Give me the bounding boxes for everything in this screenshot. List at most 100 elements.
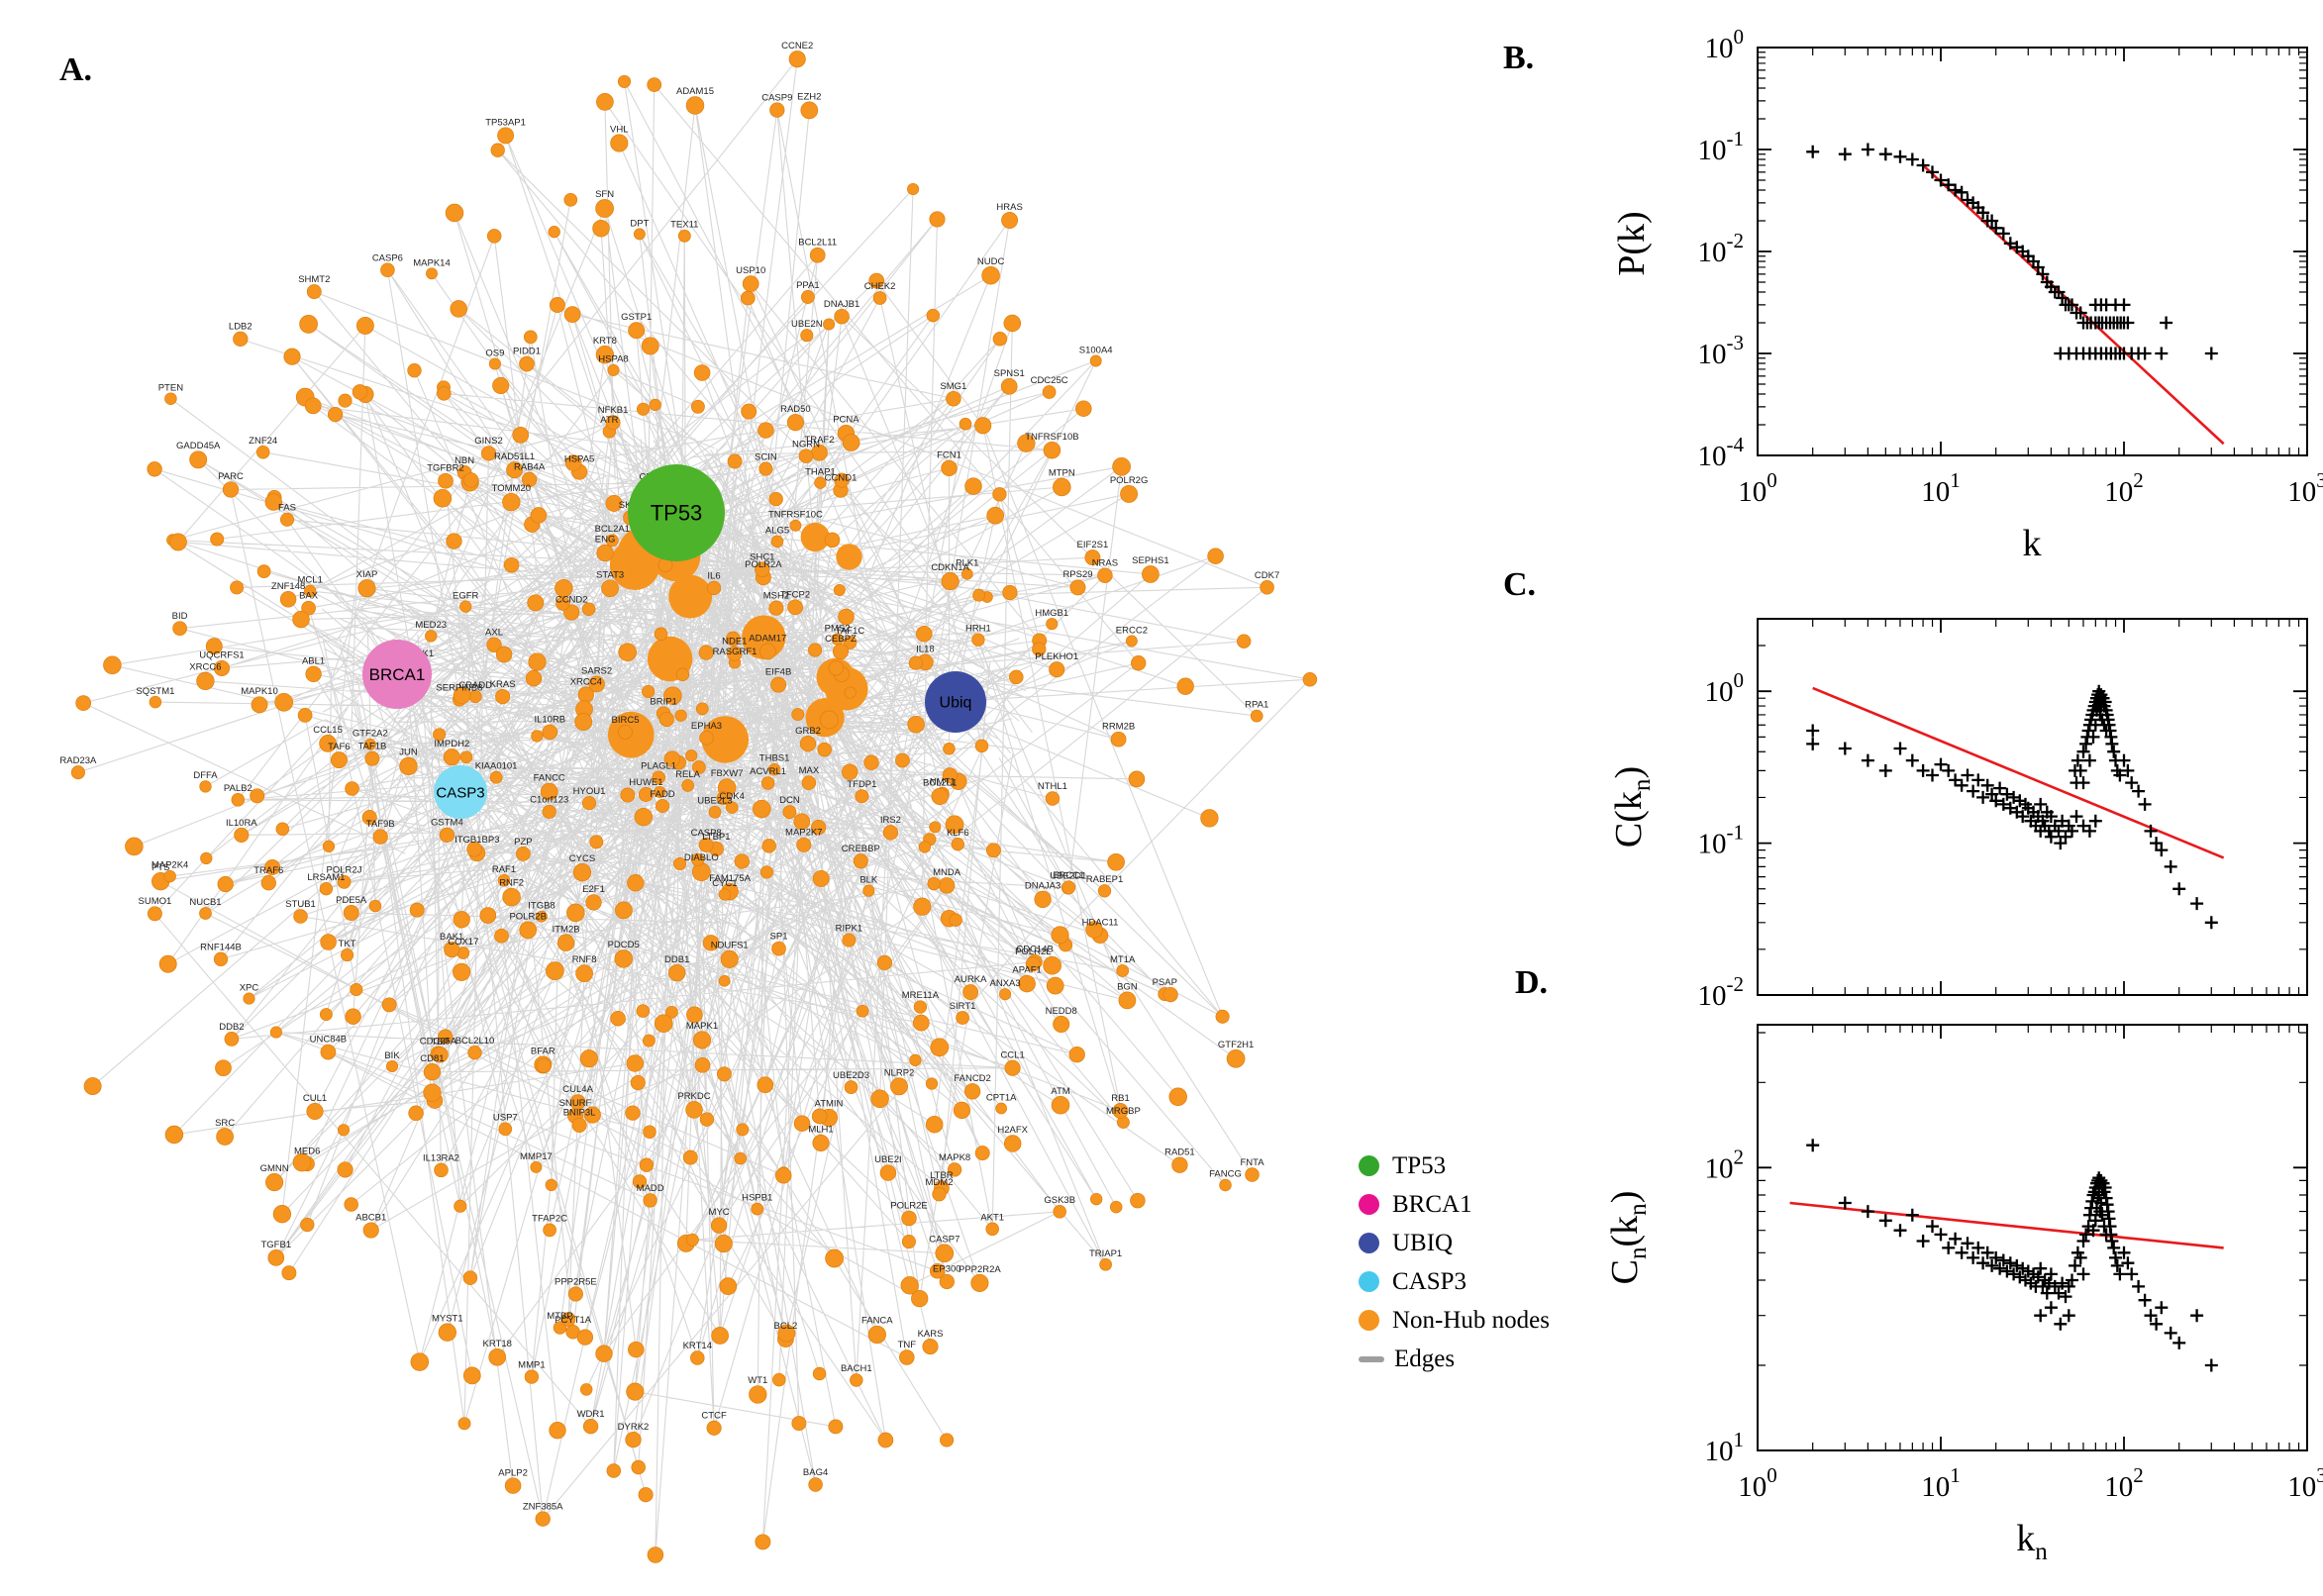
panel-a-label: A.: [59, 51, 93, 88]
network-node: [793, 1115, 811, 1132]
network-node: [986, 506, 1005, 525]
node-label: POLR2L: [1015, 947, 1051, 957]
node-label: SCIN: [755, 451, 777, 462]
network-node: [438, 1323, 456, 1342]
network-node: [1069, 579, 1086, 596]
tick-label: 10-3: [1698, 331, 1745, 370]
network-node: [488, 357, 501, 370]
network-node: [1025, 956, 1041, 972]
network-node: [341, 948, 354, 962]
network-node: [699, 731, 714, 746]
network-node: [222, 481, 240, 498]
nodes-layer: [70, 50, 1318, 1563]
network-node: [913, 1000, 928, 1014]
node-label: CDC25A: [420, 1036, 457, 1047]
node-label: MCL1: [298, 575, 323, 586]
network-node: [438, 1029, 454, 1045]
node-label: TAF1C: [836, 626, 865, 637]
network-node: [569, 1094, 586, 1110]
casp3-dot-icon: [1359, 1271, 1379, 1292]
node-label: TGFBR2: [427, 463, 463, 474]
network-node: [832, 643, 850, 660]
node-label: PSAP: [1153, 977, 1177, 988]
node-label: XRCC6: [189, 662, 221, 673]
network-node: [833, 584, 846, 596]
network-node: [164, 1125, 184, 1145]
network-node: [782, 805, 797, 820]
network-node: [486, 637, 502, 652]
network-node: [630, 1074, 646, 1091]
node-label: CREBBP: [842, 844, 880, 854]
network-node: [125, 837, 144, 856]
node-label: BAK1: [440, 932, 463, 943]
network-node: [641, 337, 659, 355]
network-node: [706, 1420, 722, 1436]
network-node: [771, 941, 786, 956]
node-label: HSPB1: [742, 1193, 772, 1204]
network-node: [654, 1014, 673, 1033]
network-node: [825, 1248, 844, 1268]
node-label: CDK7: [1255, 570, 1279, 581]
network-node: [281, 1265, 297, 1281]
network-node: [922, 1339, 939, 1355]
legend-item-casp3: CASP3: [1359, 1262, 1550, 1301]
network-node: [1017, 434, 1036, 452]
network-node: [216, 1128, 234, 1146]
network-node: [690, 1350, 705, 1365]
node-label: NGRN: [792, 439, 820, 449]
network-node: [1068, 1046, 1085, 1063]
network-node: [1110, 731, 1127, 748]
fit-line: [1812, 686, 2225, 859]
node-label: SMG1: [940, 381, 966, 392]
network-node: [971, 633, 985, 647]
legend-label: BRCA1: [1392, 1190, 1472, 1218]
node-label: MED6: [294, 1147, 320, 1157]
network-node: [625, 1431, 642, 1448]
network-node: [918, 841, 932, 853]
node-label: PPP2R5E: [555, 1276, 597, 1287]
network-node: [322, 840, 336, 852]
network-node: [834, 472, 850, 488]
network-node: [876, 954, 893, 971]
network-node: [457, 1417, 471, 1431]
node-label: ADAM17: [749, 634, 786, 645]
network-node: [408, 1105, 424, 1122]
node-label: GSTP1: [621, 312, 652, 323]
tick-label: 102: [1705, 1145, 1745, 1184]
network-node: [1109, 1200, 1123, 1214]
node-label: SPNS1: [994, 368, 1025, 379]
network-node: [1162, 986, 1178, 1003]
network-node: [698, 645, 714, 660]
node-label: PCYT1A: [555, 1315, 592, 1326]
network-node: [147, 461, 162, 477]
node-label: NRAS: [1092, 557, 1118, 568]
network-node: [870, 1089, 889, 1109]
node-label: CTCF: [701, 1411, 727, 1422]
network-node: [1097, 884, 1112, 898]
node-label: POLR2E: [890, 1201, 928, 1212]
node-label: PZP: [514, 837, 532, 848]
node-label: TNF: [898, 1340, 917, 1350]
network-node: [566, 903, 585, 923]
network-node: [682, 1149, 698, 1165]
node-label: UQCRFS1: [199, 650, 244, 661]
network-node: [498, 1122, 513, 1137]
node-label: BCL2: [774, 1321, 798, 1332]
network-node: [758, 422, 774, 439]
node-label: MED23: [415, 620, 447, 631]
network-node: [929, 1263, 946, 1279]
node-label: TAF9B: [366, 819, 395, 830]
network-node: [828, 1419, 844, 1435]
node-label: ATMIN: [815, 1099, 844, 1110]
network-node: [297, 708, 313, 723]
network-node: [1130, 1192, 1146, 1209]
node-label: IL18: [916, 644, 935, 654]
network-node: [536, 1057, 552, 1073]
network-node: [434, 1162, 449, 1178]
network-node: [536, 910, 548, 923]
network-node: [727, 453, 743, 469]
network-node-cluster: [836, 544, 862, 570]
network-node: [453, 962, 471, 981]
node-label: NBN: [454, 455, 474, 466]
network-node: [767, 762, 781, 776]
